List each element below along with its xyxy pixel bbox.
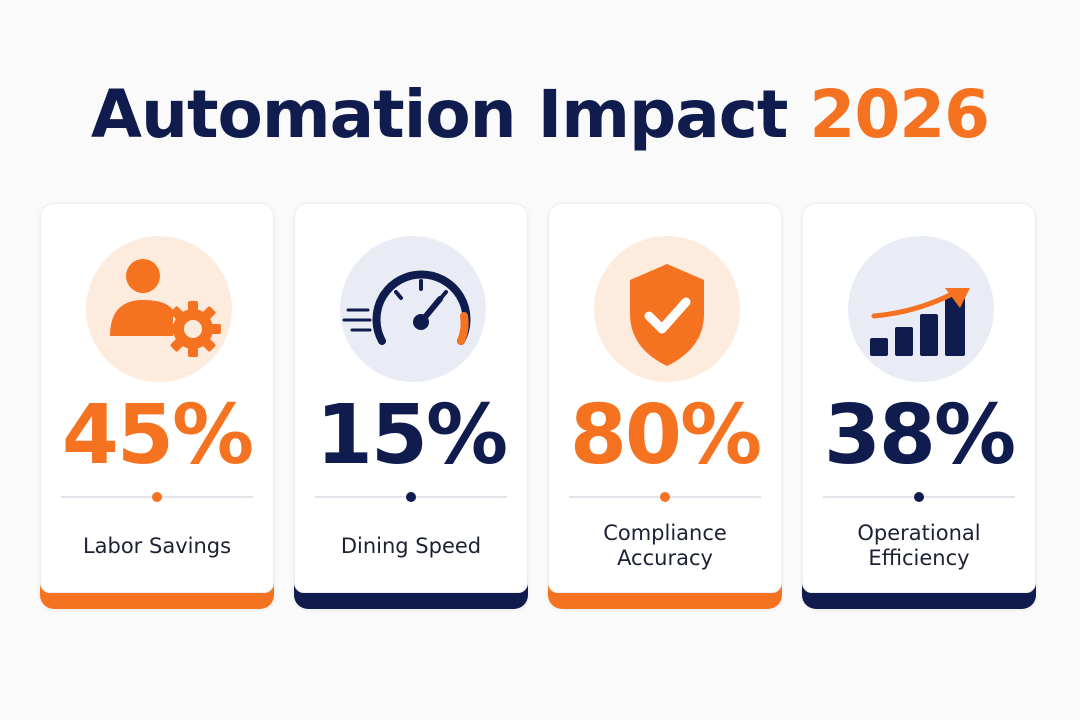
stat-label: Dining Speed [340,533,482,558]
stat-label: Compliance Accuracy [603,521,727,570]
stat-value: 15% [315,388,508,483]
divider-dot [660,492,670,502]
speedometer-icon [340,236,486,382]
divider-dot [914,492,924,502]
stat-card-labor-savings: 45% Labor Savings [40,203,274,609]
card-face: 45% Labor Savings [40,203,274,593]
stat-value: 38% [823,388,1016,483]
card-face: 80% Compliance Accuracy [548,203,782,593]
divider-dot [152,492,162,502]
title-year: 2026 [809,76,990,153]
user-gear-icon [86,236,232,382]
stat-label: Labor Savings [82,533,232,558]
card-face: 38% Operational Efficiency [802,203,1036,593]
growth-chart-icon [848,236,994,382]
stat-value: 45% [61,388,254,483]
stat-label: Operational Efficiency [857,521,981,570]
divider-dot [406,492,416,502]
stat-value: 80% [569,388,762,483]
stat-card-compliance-accuracy: 80% Compliance Accuracy [548,203,782,609]
stat-card-operational-efficiency: 38% Operational Efficiency [802,203,1036,609]
card-face: 15% Dining Speed [294,203,528,593]
page-title: Automation Impact 2026 [0,72,1080,158]
title-main: Automation Impact [90,76,789,153]
stat-card-dining-speed: 15% Dining Speed [294,203,528,609]
shield-check-icon [594,236,740,382]
